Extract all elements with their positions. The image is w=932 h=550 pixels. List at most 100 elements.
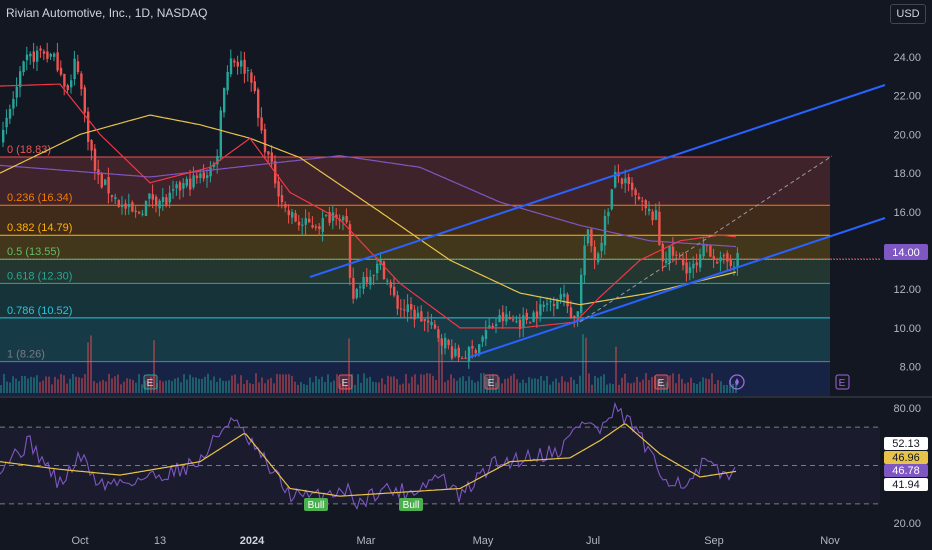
volume-bar — [105, 381, 107, 393]
candle — [614, 171, 617, 188]
volume-bar — [96, 383, 98, 393]
volume-bar — [666, 382, 668, 393]
candle — [73, 58, 76, 80]
volume-bar — [111, 378, 113, 393]
candle — [658, 211, 661, 245]
candle — [461, 358, 464, 360]
candle — [161, 197, 165, 203]
axes: 24.00 22.00 20.00 18.00 16.00 14.00 12.00 10.00… — [0, 52, 932, 547]
volume-bar — [384, 384, 386, 393]
volume-bar — [291, 375, 293, 393]
last-price-tag-label: 14.00 — [892, 247, 920, 259]
candle — [39, 48, 42, 51]
volume-bar — [507, 378, 509, 393]
channel-upper-line — [309, 84, 886, 278]
volume-bar — [573, 379, 575, 393]
volume-bar — [675, 383, 677, 393]
candle — [508, 317, 511, 320]
time-axis-tick: Oct — [71, 535, 88, 547]
candle — [532, 312, 535, 323]
volume-bar — [204, 376, 206, 393]
volume-bar — [222, 380, 224, 393]
volume-bar — [465, 380, 467, 393]
volume-bar — [102, 379, 104, 393]
candle — [314, 226, 318, 228]
candle — [141, 213, 144, 215]
currency-button[interactable]: USD — [890, 4, 926, 24]
candle — [277, 181, 280, 197]
volume-bar — [243, 384, 245, 393]
candle — [100, 173, 103, 188]
volume-bar — [618, 384, 620, 393]
candle — [590, 229, 593, 247]
volume-bar — [501, 383, 503, 393]
candle — [304, 218, 307, 225]
volume-bar — [99, 381, 101, 393]
volume-bar — [75, 376, 77, 393]
candle — [114, 197, 117, 199]
candle — [29, 53, 32, 57]
chart-title: Rivian Automotive, Inc., 1D, NASDAQ — [6, 6, 208, 20]
candle — [576, 311, 579, 318]
volume-bar — [225, 381, 227, 393]
volume-bar — [729, 380, 731, 393]
candle — [719, 257, 722, 262]
candle — [25, 54, 29, 61]
candle — [512, 319, 515, 321]
volume-bar — [261, 377, 263, 393]
candle — [168, 192, 171, 203]
volume-bar — [240, 375, 242, 393]
volume-bar — [210, 380, 212, 393]
candle — [597, 253, 600, 263]
candle — [498, 314, 501, 323]
price-axis-tick: 8.00 — [900, 362, 921, 374]
earnings-marker-label: E — [147, 378, 154, 389]
event-icon-star — [735, 378, 739, 386]
candle — [491, 325, 494, 328]
candle — [641, 200, 644, 202]
volume-bar — [450, 374, 452, 393]
price-axis-tick: 18.00 — [893, 168, 921, 180]
fib-zone-extension — [0, 361, 830, 396]
volume-bar — [195, 377, 197, 393]
candle — [42, 51, 46, 54]
candle — [393, 286, 396, 296]
volume-bar — [726, 384, 728, 393]
candle — [403, 309, 406, 311]
candle — [257, 89, 260, 118]
candle — [284, 203, 287, 208]
volume-bar — [534, 378, 536, 393]
price-axis-tick: 20.00 — [893, 129, 921, 141]
time-axis-tick: Sep — [704, 535, 724, 547]
volume-bar — [681, 378, 683, 393]
fib-level-label: 1 (8.26) — [7, 349, 45, 361]
candle — [66, 85, 69, 90]
candle — [420, 311, 423, 322]
volume-bar — [66, 383, 68, 393]
time-axis-tick: Jul — [586, 535, 600, 547]
volume-bar — [480, 373, 482, 393]
candle — [634, 189, 637, 196]
price-axis-tick: 16.00 — [893, 207, 921, 219]
candle — [250, 72, 253, 83]
volume-bar — [651, 376, 653, 393]
volume-bar — [183, 374, 185, 393]
candle — [372, 274, 375, 276]
fib-level-label: 0.382 (14.79) — [7, 222, 72, 234]
candle — [355, 288, 358, 298]
candle — [712, 256, 715, 260]
volume-bar — [12, 376, 14, 393]
volume-bar — [249, 383, 251, 393]
volume-bar — [165, 380, 167, 393]
volume-bar — [687, 382, 689, 393]
volume-bar — [246, 380, 248, 393]
volume-bar — [231, 375, 233, 393]
volume-bar — [411, 376, 413, 393]
volume-bar — [51, 384, 53, 393]
volume-bar — [693, 382, 695, 393]
volume-bar — [33, 377, 35, 393]
volume-bar — [627, 382, 629, 393]
bull-signal-label: Bull — [308, 500, 325, 511]
volume-bar — [453, 378, 455, 393]
